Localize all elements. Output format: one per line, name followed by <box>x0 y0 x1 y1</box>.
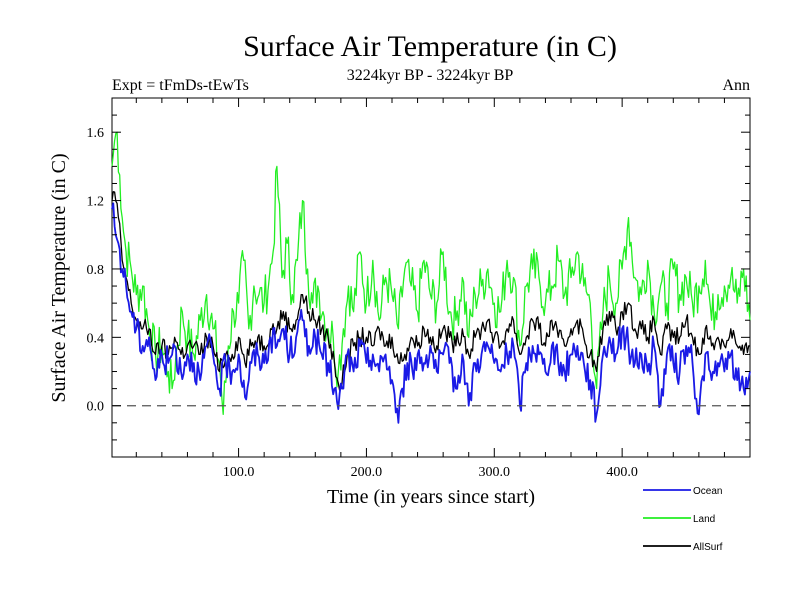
x-tick-label: 100.0 <box>223 465 255 480</box>
y-tick-label: 1.2 <box>87 195 105 210</box>
x-tick-label: 200.0 <box>351 465 383 480</box>
chart-subtitle: 3224kyr BP - 3224kyr BP <box>347 67 514 84</box>
plot-area: 100.0 200.0 300.0 400.0 0.0 0.4 0.8 1.2 1.6 <box>87 97 751 480</box>
experiment-label: Expt = tFmDs-tEwTs <box>112 77 249 94</box>
x-tick-label: 300.0 <box>479 465 511 480</box>
legend: Ocean Land AllSurf <box>643 486 723 553</box>
y-tick-label: 0.8 <box>87 263 105 278</box>
series-line-land <box>111 131 751 415</box>
season-label: Ann <box>722 77 750 94</box>
x-axis-label: Time (in years since start) <box>327 486 535 508</box>
legend-label-land: Land <box>693 514 715 525</box>
chart-title: Surface Air Temperature (in C) <box>243 30 617 63</box>
y-tick-label: 1.6 <box>87 126 105 141</box>
series-line-allsurf <box>111 191 750 391</box>
y-tick-label: 0.4 <box>87 331 105 346</box>
series-line-ocean <box>111 202 751 424</box>
series-layer <box>111 131 751 424</box>
y-tick-label: 0.0 <box>87 400 105 415</box>
legend-label-allsurf: AllSurf <box>693 542 723 553</box>
plot-frame <box>111 97 751 458</box>
tick-layer: 100.0 200.0 300.0 400.0 0.0 0.4 0.8 1.2 1.6 <box>87 98 750 480</box>
y-axis-label: Surface Air Temperature (in C) <box>48 153 70 402</box>
legend-label-ocean: Ocean <box>693 486 722 497</box>
x-tick-label: 400.0 <box>606 465 638 480</box>
